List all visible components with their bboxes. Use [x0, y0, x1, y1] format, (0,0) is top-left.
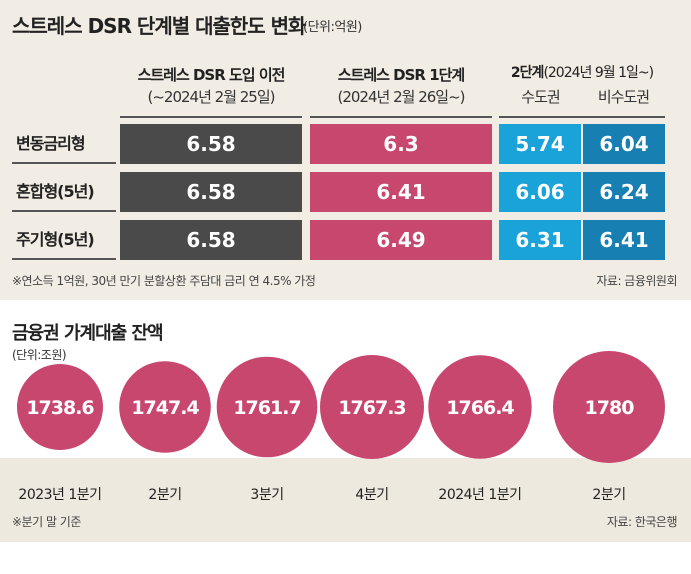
cell-variable-stage2-capital: 5.74 [499, 124, 581, 164]
bubble-value-label: 1747.4 [131, 397, 199, 419]
column-header-stage2-label: 2단계 [510, 65, 545, 81]
cell-periodic-stage2-capital: 6.31 [499, 220, 581, 260]
bubble-value-label: 1766.4 [446, 397, 514, 419]
cell-periodic-before: 6.58 [120, 220, 302, 260]
bubble-value-label: 1767.3 [338, 397, 405, 419]
cell-variable-before: 6.58 [120, 124, 302, 164]
cell-mixed-stage1: 6.41 [310, 172, 492, 212]
row-label-mixed: 혼합형(5년) [12, 172, 116, 212]
bubble-5 [553, 351, 665, 463]
table-source: 자료: 금융위원회 [596, 274, 677, 288]
bubble-chart-unit: (단위:조원) [12, 348, 67, 362]
column-header-stage1-sub: (2024년 2월 26일~) [337, 88, 465, 106]
cell-periodic-stage1: 6.49 [310, 220, 492, 260]
bubble-2 [216, 356, 318, 458]
bubble-0 [17, 364, 103, 450]
column-header-stage2-title: 2단계(2024년 9월 1일~) [499, 62, 665, 84]
bubble-chart-svg: 1738.6 1747.4 1761.7 1767.3 1766.4 1780 [17, 351, 665, 463]
table-unit: (단위:억원) [303, 20, 362, 35]
bubble-1 [119, 361, 211, 453]
bubble-category-label: 2024년 1분기 [438, 487, 522, 503]
bubble-category-label: 3분기 [250, 487, 284, 503]
bubble-3 [320, 355, 424, 459]
bubble-category-label: 2분기 [592, 487, 626, 503]
row-label-variable: 변동금리형 [12, 124, 116, 164]
bubble-chart-title: 금융권 가계대출 잔액 [12, 323, 164, 344]
cell-variable-stage1: 6.3 [310, 124, 492, 164]
cell-mixed-stage2-capital: 6.06 [499, 172, 581, 212]
cell-periodic-stage2-noncapital: 6.41 [583, 220, 665, 260]
row-label-periodic: 주기형(5년) [12, 220, 116, 260]
column-header-stage1: 스트레스 DSR 1단계 (2024년 2월 26일~) [310, 58, 492, 118]
bubble-chart-source: 자료: 한국은행 [606, 515, 678, 529]
column-header-before: 스트레스 DSR 도입 이전 (~2024년 2월 25일) [120, 58, 302, 118]
bubble-4 [428, 355, 532, 459]
cell-mixed-before: 6.58 [120, 172, 302, 212]
cell-variable-stage2-noncapital: 6.04 [583, 124, 665, 164]
bubble-value-label: 1780 [585, 397, 635, 419]
bubble-category-label: 2023년 1분기 [18, 487, 102, 503]
table-footnote: ※연소득 1억원, 30년 만기 분할상환 주담대 금리 연 4.5% 가정 [12, 274, 316, 288]
bubble-value-label: 1761.7 [233, 397, 300, 419]
column-header-before-sub: (~2024년 2월 25일) [147, 88, 275, 106]
subcolumn-header-capital: 수도권 [521, 88, 560, 106]
bubble-chart-baseline-band [0, 458, 691, 542]
column-header-stage2: 2단계(2024년 9월 1일~) 수도권 비수도권 [499, 58, 665, 118]
column-header-stage1-label: 스트레스 DSR 1단계 [337, 66, 466, 84]
bubble-value-label: 1738.6 [26, 397, 94, 419]
column-header-stage2-sub: (2024년 9월 1일~) [543, 65, 654, 81]
cell-mixed-stage2-noncapital: 6.24 [583, 172, 665, 212]
bubble-category-label: 2분기 [148, 487, 182, 503]
bubble-chart-footnote: ※분기 말 기준 [12, 515, 81, 529]
column-header-before-label: 스트레스 DSR 도입 이전 [137, 66, 286, 84]
subcolumn-header-noncapital: 비수도권 [597, 88, 650, 106]
bubble-category-label: 4분기 [355, 487, 389, 503]
table-title: 스트레스 DSR 단계별 대출한도 변화 [12, 14, 306, 38]
